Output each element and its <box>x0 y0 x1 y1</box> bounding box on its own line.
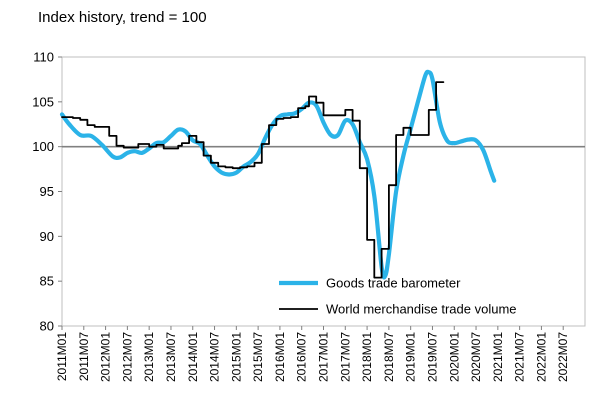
x-tick-label: 2018M01 <box>360 332 374 382</box>
chart-subtitle: Index history, trend = 100 <box>38 9 207 26</box>
x-tick-label: 2015M01 <box>229 332 243 382</box>
x-tick-label: 2022M07 <box>556 332 570 382</box>
y-tick-label: 105 <box>32 94 54 109</box>
x-tick-label: 2014M07 <box>208 332 222 382</box>
y-tick-label: 90 <box>40 229 54 244</box>
x-tick-label: 2021M07 <box>513 332 527 382</box>
x-tick-label: 2011M07 <box>77 332 91 381</box>
y-tick-label: 85 <box>40 274 54 289</box>
x-tick-label: 2017M07 <box>338 332 352 382</box>
x-tick-label: 2014M01 <box>186 332 200 382</box>
x-tick-label: 2018M07 <box>382 332 396 382</box>
series-line-world-merchandise-trade-volume <box>61 81 445 279</box>
x-tick-label: 2017M01 <box>317 332 331 382</box>
legend-label: Goods trade barometer <box>326 276 461 291</box>
x-tick-label: 2012M01 <box>99 332 113 382</box>
x-tick-label: 2022M01 <box>534 332 548 382</box>
x-tick-label: 2020M07 <box>469 332 483 382</box>
y-tick-label: 100 <box>32 139 54 154</box>
y-tick-label: 80 <box>40 319 54 334</box>
x-tick-label: 2013M01 <box>142 332 156 382</box>
series-line-goods-trade-barometer <box>59 69 497 280</box>
legend-label: World merchandise trade volume <box>326 302 517 317</box>
y-tick-label: 95 <box>40 184 54 199</box>
x-tick-label: 2011M01 <box>55 332 69 381</box>
x-tick-label: 2019M07 <box>425 332 439 382</box>
plot-area <box>61 56 586 327</box>
x-tick-label: 2015M07 <box>251 332 265 382</box>
x-tick-label: 2013M07 <box>164 332 178 382</box>
y-tick-label: 110 <box>33 50 54 65</box>
x-tick-label: 2020M01 <box>447 332 461 382</box>
x-tick-label: 2016M01 <box>273 332 287 382</box>
x-tick-label: 2016M07 <box>295 332 309 382</box>
x-tick-label: 2019M01 <box>404 332 418 382</box>
x-tick-label: 2021M01 <box>491 332 505 382</box>
x-tick-label: 2012M07 <box>120 332 134 382</box>
